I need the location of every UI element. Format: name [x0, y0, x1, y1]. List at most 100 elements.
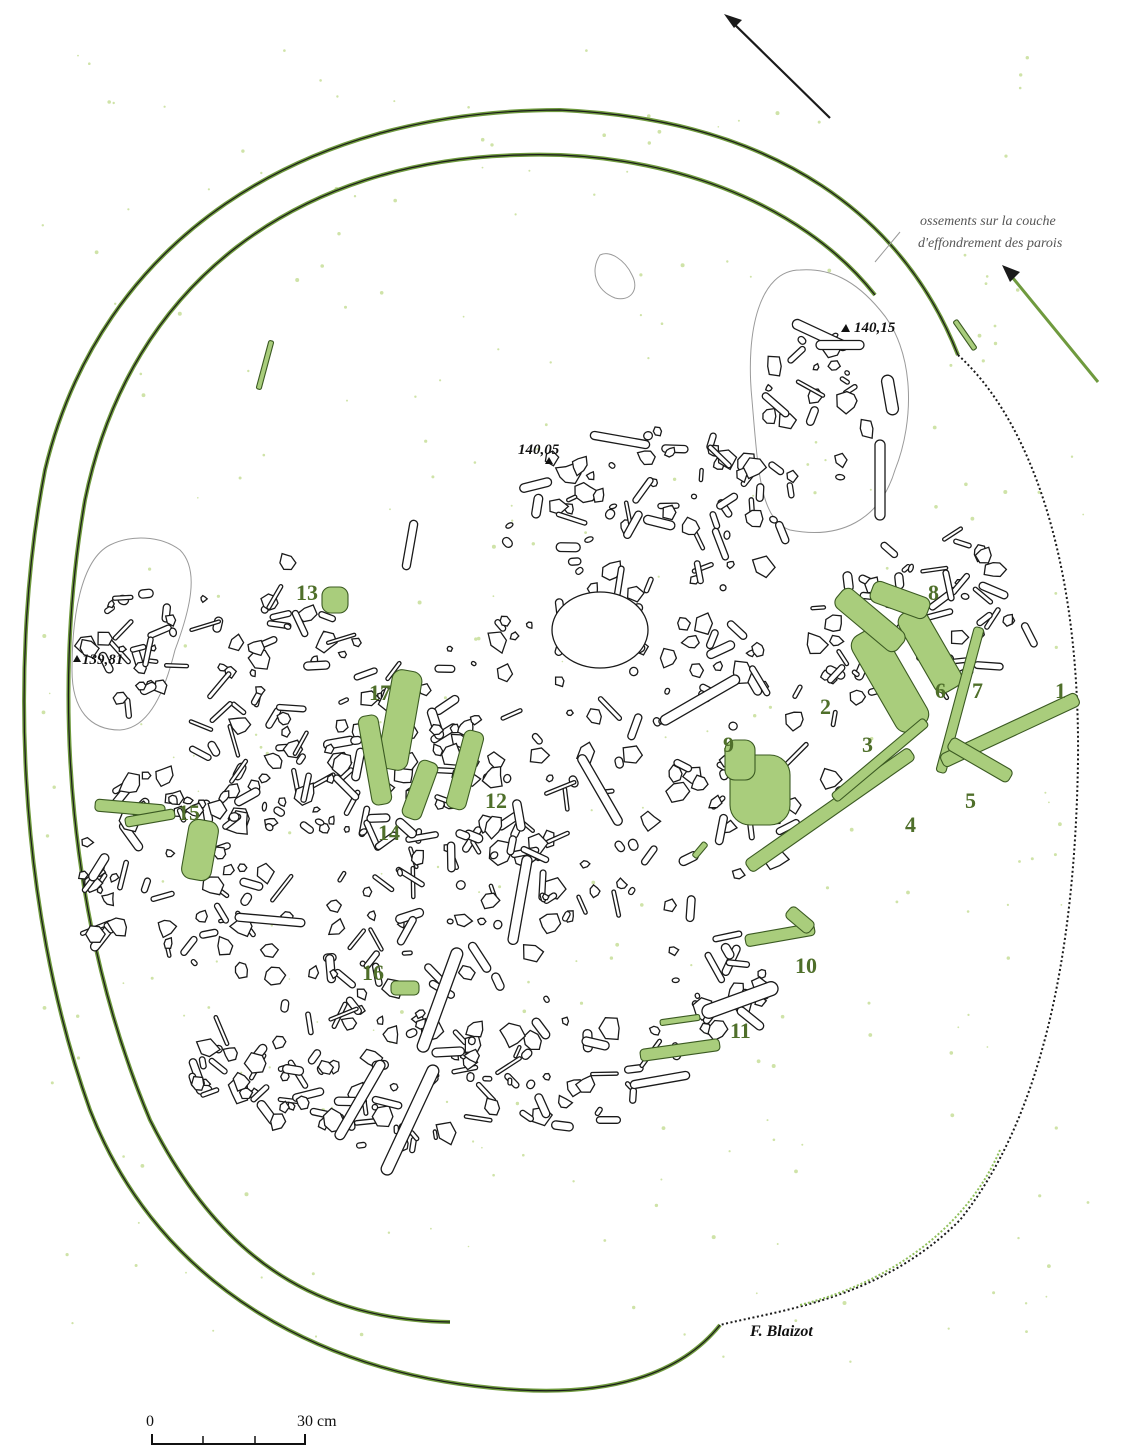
bone-fragment	[273, 1036, 286, 1048]
bone-fragment	[142, 772, 150, 779]
dust-speck	[826, 886, 829, 889]
bone-fragment	[608, 462, 616, 470]
bone-fragment	[305, 1012, 313, 1035]
dust-speck	[726, 260, 728, 262]
dust-speck	[1031, 857, 1034, 860]
bone-fragment	[315, 818, 325, 826]
bone-fragment	[488, 632, 506, 653]
dust-speck	[722, 1356, 724, 1358]
dust-speck	[827, 269, 831, 273]
dust-speck	[477, 637, 481, 641]
bone-fragment	[259, 774, 270, 783]
dust-speck	[183, 1015, 185, 1017]
bone-fragment	[236, 962, 248, 978]
highlighted-bone	[660, 1014, 700, 1026]
label-9: 9	[723, 732, 734, 757]
dust-speck	[794, 1170, 798, 1174]
dust-speck	[336, 95, 338, 97]
dust-speck	[824, 459, 826, 461]
svg-text:30 cm: 30 cm	[297, 1413, 337, 1430]
dust-speck	[584, 531, 587, 534]
bone-fragment	[617, 878, 628, 889]
bone-fragment	[282, 726, 290, 737]
bone-fragment	[433, 744, 442, 755]
bone-fragment	[519, 477, 553, 493]
bone-fragment	[405, 1028, 418, 1039]
bone-fragment	[466, 1021, 483, 1037]
bone-fragment	[660, 649, 676, 668]
bone-fragment	[575, 566, 584, 575]
dust-speck	[490, 143, 493, 146]
bone-fragment	[587, 709, 602, 724]
bone-fragment	[837, 392, 857, 414]
bone-fragment	[223, 865, 234, 875]
dust-speck	[1044, 792, 1046, 794]
bone-fragment	[397, 868, 403, 876]
label-8: 8	[928, 580, 939, 605]
bone-fragment	[488, 752, 505, 768]
dust-speck	[1025, 1302, 1027, 1304]
bone-fragment	[483, 1076, 492, 1081]
bone-fragment	[455, 879, 467, 891]
dust-speck	[135, 1264, 138, 1267]
dust-speck	[424, 440, 427, 443]
dust-speck	[868, 1033, 872, 1037]
dust-speck	[247, 370, 249, 372]
highlighted-bones	[95, 319, 1081, 1061]
dust-speck	[107, 100, 111, 104]
dust-speck	[801, 1144, 803, 1146]
bone-fragment	[695, 613, 713, 634]
bone-fragment	[280, 554, 296, 570]
bone-fragment	[82, 838, 94, 847]
bone-fragment	[726, 619, 748, 640]
dust-speck	[269, 1066, 271, 1068]
svg-text:140,15: 140,15	[854, 320, 896, 336]
dust-speck	[967, 910, 970, 913]
dust-speck	[95, 250, 99, 254]
bone-fragment	[214, 1015, 230, 1046]
dust-speck	[665, 736, 667, 738]
bone-fragment	[500, 1023, 525, 1047]
svg-text:0: 0	[146, 1413, 154, 1430]
bone-fragment	[627, 713, 643, 741]
dust-speck	[414, 396, 416, 398]
dust-speck	[123, 982, 125, 984]
bone-fragment	[524, 945, 544, 962]
bone-fragment	[231, 701, 247, 715]
dust-speck	[982, 359, 985, 362]
dust-speck	[114, 303, 116, 305]
bone-fragment	[599, 1018, 619, 1040]
dust-speck	[1054, 853, 1057, 856]
dust-speck	[756, 1292, 758, 1294]
dust-speck	[767, 1119, 769, 1121]
dust-speck	[868, 1002, 871, 1005]
bone-fragment	[708, 1021, 728, 1041]
dust-speck	[640, 903, 644, 907]
bone-fragment	[372, 874, 394, 892]
bone-fragment	[559, 1096, 573, 1108]
dust-speck	[527, 981, 530, 984]
bone-fragment	[669, 947, 679, 956]
bone-fragment	[464, 1114, 492, 1122]
bone-fragment	[500, 616, 510, 626]
bone-fragment	[156, 766, 173, 786]
bone-fragment	[447, 842, 455, 872]
dust-speck	[523, 1010, 527, 1014]
bone-fragment	[768, 461, 785, 476]
bone-fragment	[199, 1056, 207, 1069]
label-14: 14	[378, 820, 400, 845]
highlighted-bone	[953, 319, 977, 351]
bone-fragment	[102, 893, 114, 906]
bone-fragment	[239, 892, 253, 907]
bone-fragment	[402, 951, 412, 955]
dust-speck	[493, 595, 495, 597]
dust-speck	[481, 138, 485, 142]
dust-speck	[658, 576, 660, 578]
bone-fragment	[813, 364, 819, 370]
highlighted-bone	[256, 340, 274, 390]
dust-speck	[42, 634, 46, 638]
bone-fragment	[686, 896, 695, 922]
dust-speck	[886, 567, 889, 570]
dust-speck	[522, 1154, 525, 1157]
bone-fragment	[273, 806, 286, 818]
